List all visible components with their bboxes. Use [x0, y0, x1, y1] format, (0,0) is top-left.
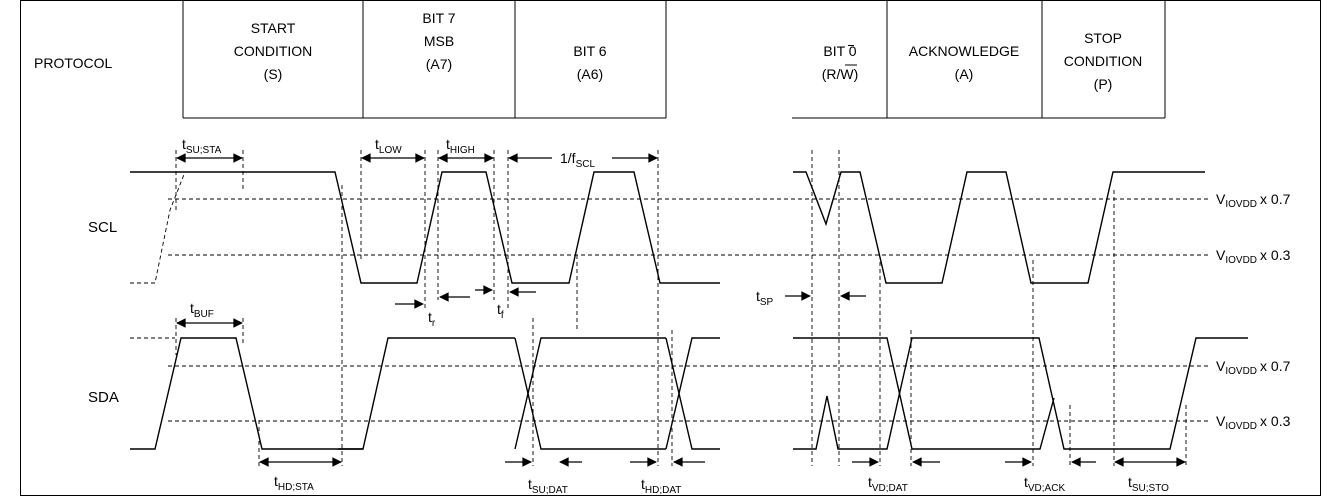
stop-condition-line3: (P)	[1094, 76, 1113, 92]
acknowledge-line2: (A)	[955, 66, 974, 82]
t-su-sto-label: tSU;STO	[1128, 474, 1169, 494]
start-condition-line1: START	[251, 20, 296, 36]
scl-label: SCL	[88, 219, 117, 236]
sda-timing-annotations: tBUF tHD;STA tSU;DAT tHD;DAT tVD;DAT tVD…	[176, 300, 1186, 496]
sda-label: SDA	[88, 389, 119, 406]
scl-left-segment	[130, 171, 720, 284]
t-r-label: tr	[428, 309, 436, 329]
acknowledge-line1: ACKNOWLEDGE	[909, 43, 1019, 59]
t-high-label: tHIGH	[446, 136, 475, 156]
stop-condition-line2: CONDITION	[1064, 53, 1143, 69]
diagram-border	[20, 0, 1321, 496]
t-sp-label: tSP	[756, 288, 774, 308]
t-hd-dat-label: tHD;DAT	[641, 476, 681, 496]
bit0-line2: (R/W)	[822, 66, 859, 82]
bit6-line2: (A6)	[577, 66, 603, 82]
protocol-header-table: PROTOCOL START CONDITION (S) BIT 7 MSB (…	[20, 0, 1321, 496]
scl-frequency-label: 1/fSCL	[560, 150, 595, 170]
t-hd-sta-label: tHD;STA	[274, 473, 314, 493]
sda-vil-label: VIOVDD x 0.3	[1216, 413, 1291, 432]
start-condition-line3: (S)	[264, 66, 283, 82]
scl-waveform	[130, 171, 1205, 284]
sda-right-segment-a	[793, 337, 1075, 450]
sda-right-segment-b	[793, 337, 1055, 450]
scl-vih-label: VIOVDD x 0.7	[1216, 191, 1291, 210]
sda-vih-label: VIOVDD x 0.7	[1216, 358, 1291, 377]
sda-waveform	[130, 337, 1248, 450]
scl-vil-label: VIOVDD x 0.3	[1216, 247, 1291, 266]
stop-condition-line1: STOP	[1084, 30, 1122, 46]
sda-left-segment-a	[130, 337, 515, 450]
t-su-dat-label: tSU;DAT	[528, 476, 568, 496]
threshold-lines	[168, 198, 1210, 422]
bit7-line2: MSB	[424, 33, 454, 49]
scl-timing-annotations: tSU;STA tLOW tHIGH 1/fSCL tr tf tSP	[176, 136, 866, 329]
start-condition-line2: CONDITION	[234, 43, 313, 59]
bit0-line1: BIT 0	[823, 43, 856, 59]
t-buf-label: tBUF	[190, 300, 214, 320]
bit6-line1: BIT 6	[573, 43, 606, 59]
t-low-label: tLOW	[375, 136, 402, 156]
t-su-sta-label: tSU;STA	[182, 136, 222, 156]
t-vd-ack-label: tVD;ACK	[1024, 474, 1065, 494]
bit7-line3: (A7)	[426, 56, 452, 72]
scl-right-segment	[793, 171, 1205, 284]
scl-leading-dashed	[130, 171, 186, 284]
bit7-line1: BIT 7	[422, 10, 455, 26]
protocol-label: PROTOCOL	[34, 55, 113, 71]
t-f-label: tf	[497, 301, 504, 321]
sda-stop-segment	[1075, 337, 1248, 450]
t-vd-dat-label: tVD;DAT	[868, 474, 908, 494]
timing-reference-markers	[175, 150, 1187, 466]
